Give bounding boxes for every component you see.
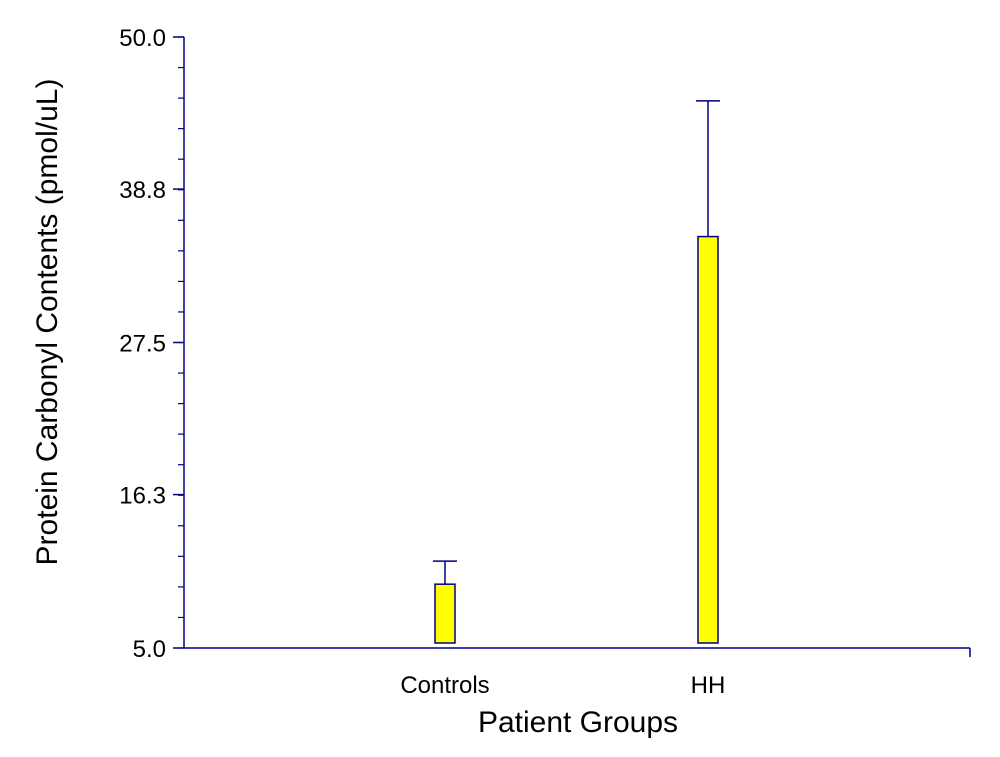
y-tick-label: 27.5: [119, 331, 166, 358]
bar-controls: [434, 583, 456, 644]
y-axis-title: Protein Carbonyl Contents (pmol/uL): [31, 79, 64, 566]
x-tick-label: Controls: [400, 672, 489, 699]
plot-area: 5.0 16.3 27.5 38.8 50.0 Controls HH: [119, 25, 971, 699]
x-axis-title: Patient Groups: [478, 706, 678, 739]
x-tick-label: HH: [691, 672, 726, 699]
y-tick-label: 16.3: [119, 483, 166, 510]
bar-hh: [697, 235, 719, 644]
y-tick-label: 38.8: [119, 177, 166, 204]
y-tick-label: 5.0: [133, 636, 166, 663]
y-tick-label: 50.0: [119, 25, 166, 52]
